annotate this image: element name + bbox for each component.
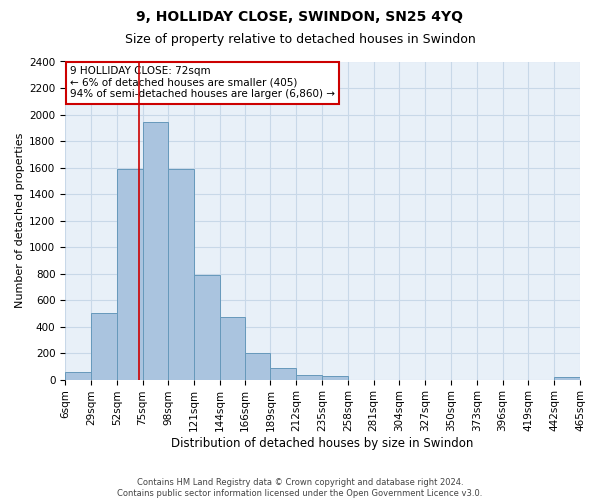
- Bar: [271, 368, 296, 380]
- Bar: [296, 375, 322, 380]
- Bar: [169, 169, 194, 380]
- Bar: [245, 353, 271, 380]
- Text: 9, HOLLIDAY CLOSE, SWINDON, SN25 4YQ: 9, HOLLIDAY CLOSE, SWINDON, SN25 4YQ: [137, 10, 464, 24]
- Bar: [554, 377, 580, 380]
- Bar: [322, 376, 348, 380]
- X-axis label: Distribution of detached houses by size in Swindon: Distribution of detached houses by size …: [172, 437, 474, 450]
- Bar: [65, 372, 91, 380]
- Bar: [143, 122, 169, 380]
- Y-axis label: Number of detached properties: Number of detached properties: [15, 133, 25, 308]
- Bar: [91, 314, 117, 380]
- Bar: [194, 275, 220, 380]
- Text: Contains HM Land Registry data © Crown copyright and database right 2024.
Contai: Contains HM Land Registry data © Crown c…: [118, 478, 482, 498]
- Text: 9 HOLLIDAY CLOSE: 72sqm
← 6% of detached houses are smaller (405)
94% of semi-de: 9 HOLLIDAY CLOSE: 72sqm ← 6% of detached…: [70, 66, 335, 100]
- Bar: [117, 169, 143, 380]
- Text: Size of property relative to detached houses in Swindon: Size of property relative to detached ho…: [125, 32, 475, 46]
- Bar: [220, 318, 245, 380]
